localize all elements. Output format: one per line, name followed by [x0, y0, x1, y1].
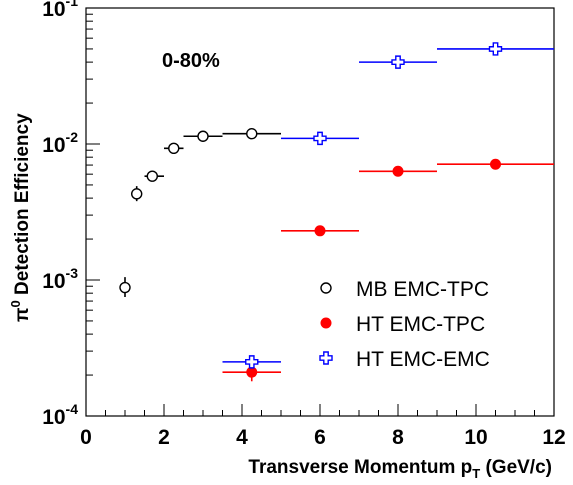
legend-label: HT EMC-EMC [356, 348, 490, 371]
data-point [130, 188, 143, 200]
legend-marker [320, 282, 332, 294]
y-tick-label: 10-4 [42, 401, 78, 429]
data-point [488, 42, 503, 56]
data-point [245, 355, 259, 369]
data-point [246, 128, 258, 140]
x-tick-label: 0 [80, 426, 92, 449]
y-tick-base: 10 [42, 0, 65, 21]
y-tick-exponent: -4 [66, 401, 79, 417]
legend-marker [319, 351, 333, 365]
x-tick-label: 10 [464, 426, 487, 449]
data-point [392, 165, 404, 177]
y-tick-base: 10 [42, 406, 65, 429]
x-axis-title: Transverse Momentum pT (GeV/c) [248, 457, 552, 481]
x-axis-title-main: Transverse Momentum p [248, 457, 472, 478]
data-point [246, 366, 258, 378]
y-tick-base: 10 [42, 270, 65, 293]
series-ht-emc-emc [222, 42, 554, 369]
legend-label: HT EMC-TPC [356, 313, 485, 336]
y-axis-title-sup: 0 [8, 300, 23, 307]
data-point [197, 130, 209, 142]
data-point [119, 281, 131, 294]
y-tick-exponent: -2 [66, 129, 79, 145]
y-axis-title-pi: π [12, 307, 33, 322]
x-tick-label: 6 [314, 426, 326, 449]
data-point [313, 131, 327, 146]
legend-label: MB EMC-TPC [356, 278, 489, 301]
x-tick-label: 12 [542, 426, 565, 449]
legend-marker [320, 317, 332, 329]
y-tick-exponent: -3 [66, 265, 79, 281]
x-tick-label: 2 [158, 426, 170, 449]
series-ht-emc-tpc [222, 158, 554, 382]
y-tick-exponent: -1 [66, 0, 79, 9]
legend: MB EMC-TPC HT EMC-TPC HT EMC-EMC [319, 278, 490, 371]
axis-ticks [85, 7, 555, 417]
centrality-annotation: 0-80% [162, 50, 220, 72]
y-tick-label: 10-1 [42, 0, 78, 21]
series-mb-emc-tpc [119, 128, 281, 297]
x-axis-title-suffix: (GeV/c) [480, 457, 552, 478]
y-axis-title-rest: Detection Efficiency [12, 113, 33, 300]
data-point [314, 225, 326, 237]
data-point [391, 55, 405, 69]
y-tick-label: 10-3 [42, 265, 78, 293]
y-tick-base: 10 [42, 134, 65, 157]
x-tick-label: 8 [392, 426, 404, 449]
data-point [146, 170, 159, 182]
data-point [490, 158, 501, 170]
data-point [168, 142, 180, 154]
data-marks [119, 42, 554, 382]
x-tick-label: 4 [236, 426, 248, 449]
x-axis-title-sub: T [472, 466, 480, 481]
y-axis-title: π0 Detection Efficiency [8, 113, 33, 322]
y-tick-label: 10-2 [42, 129, 78, 157]
